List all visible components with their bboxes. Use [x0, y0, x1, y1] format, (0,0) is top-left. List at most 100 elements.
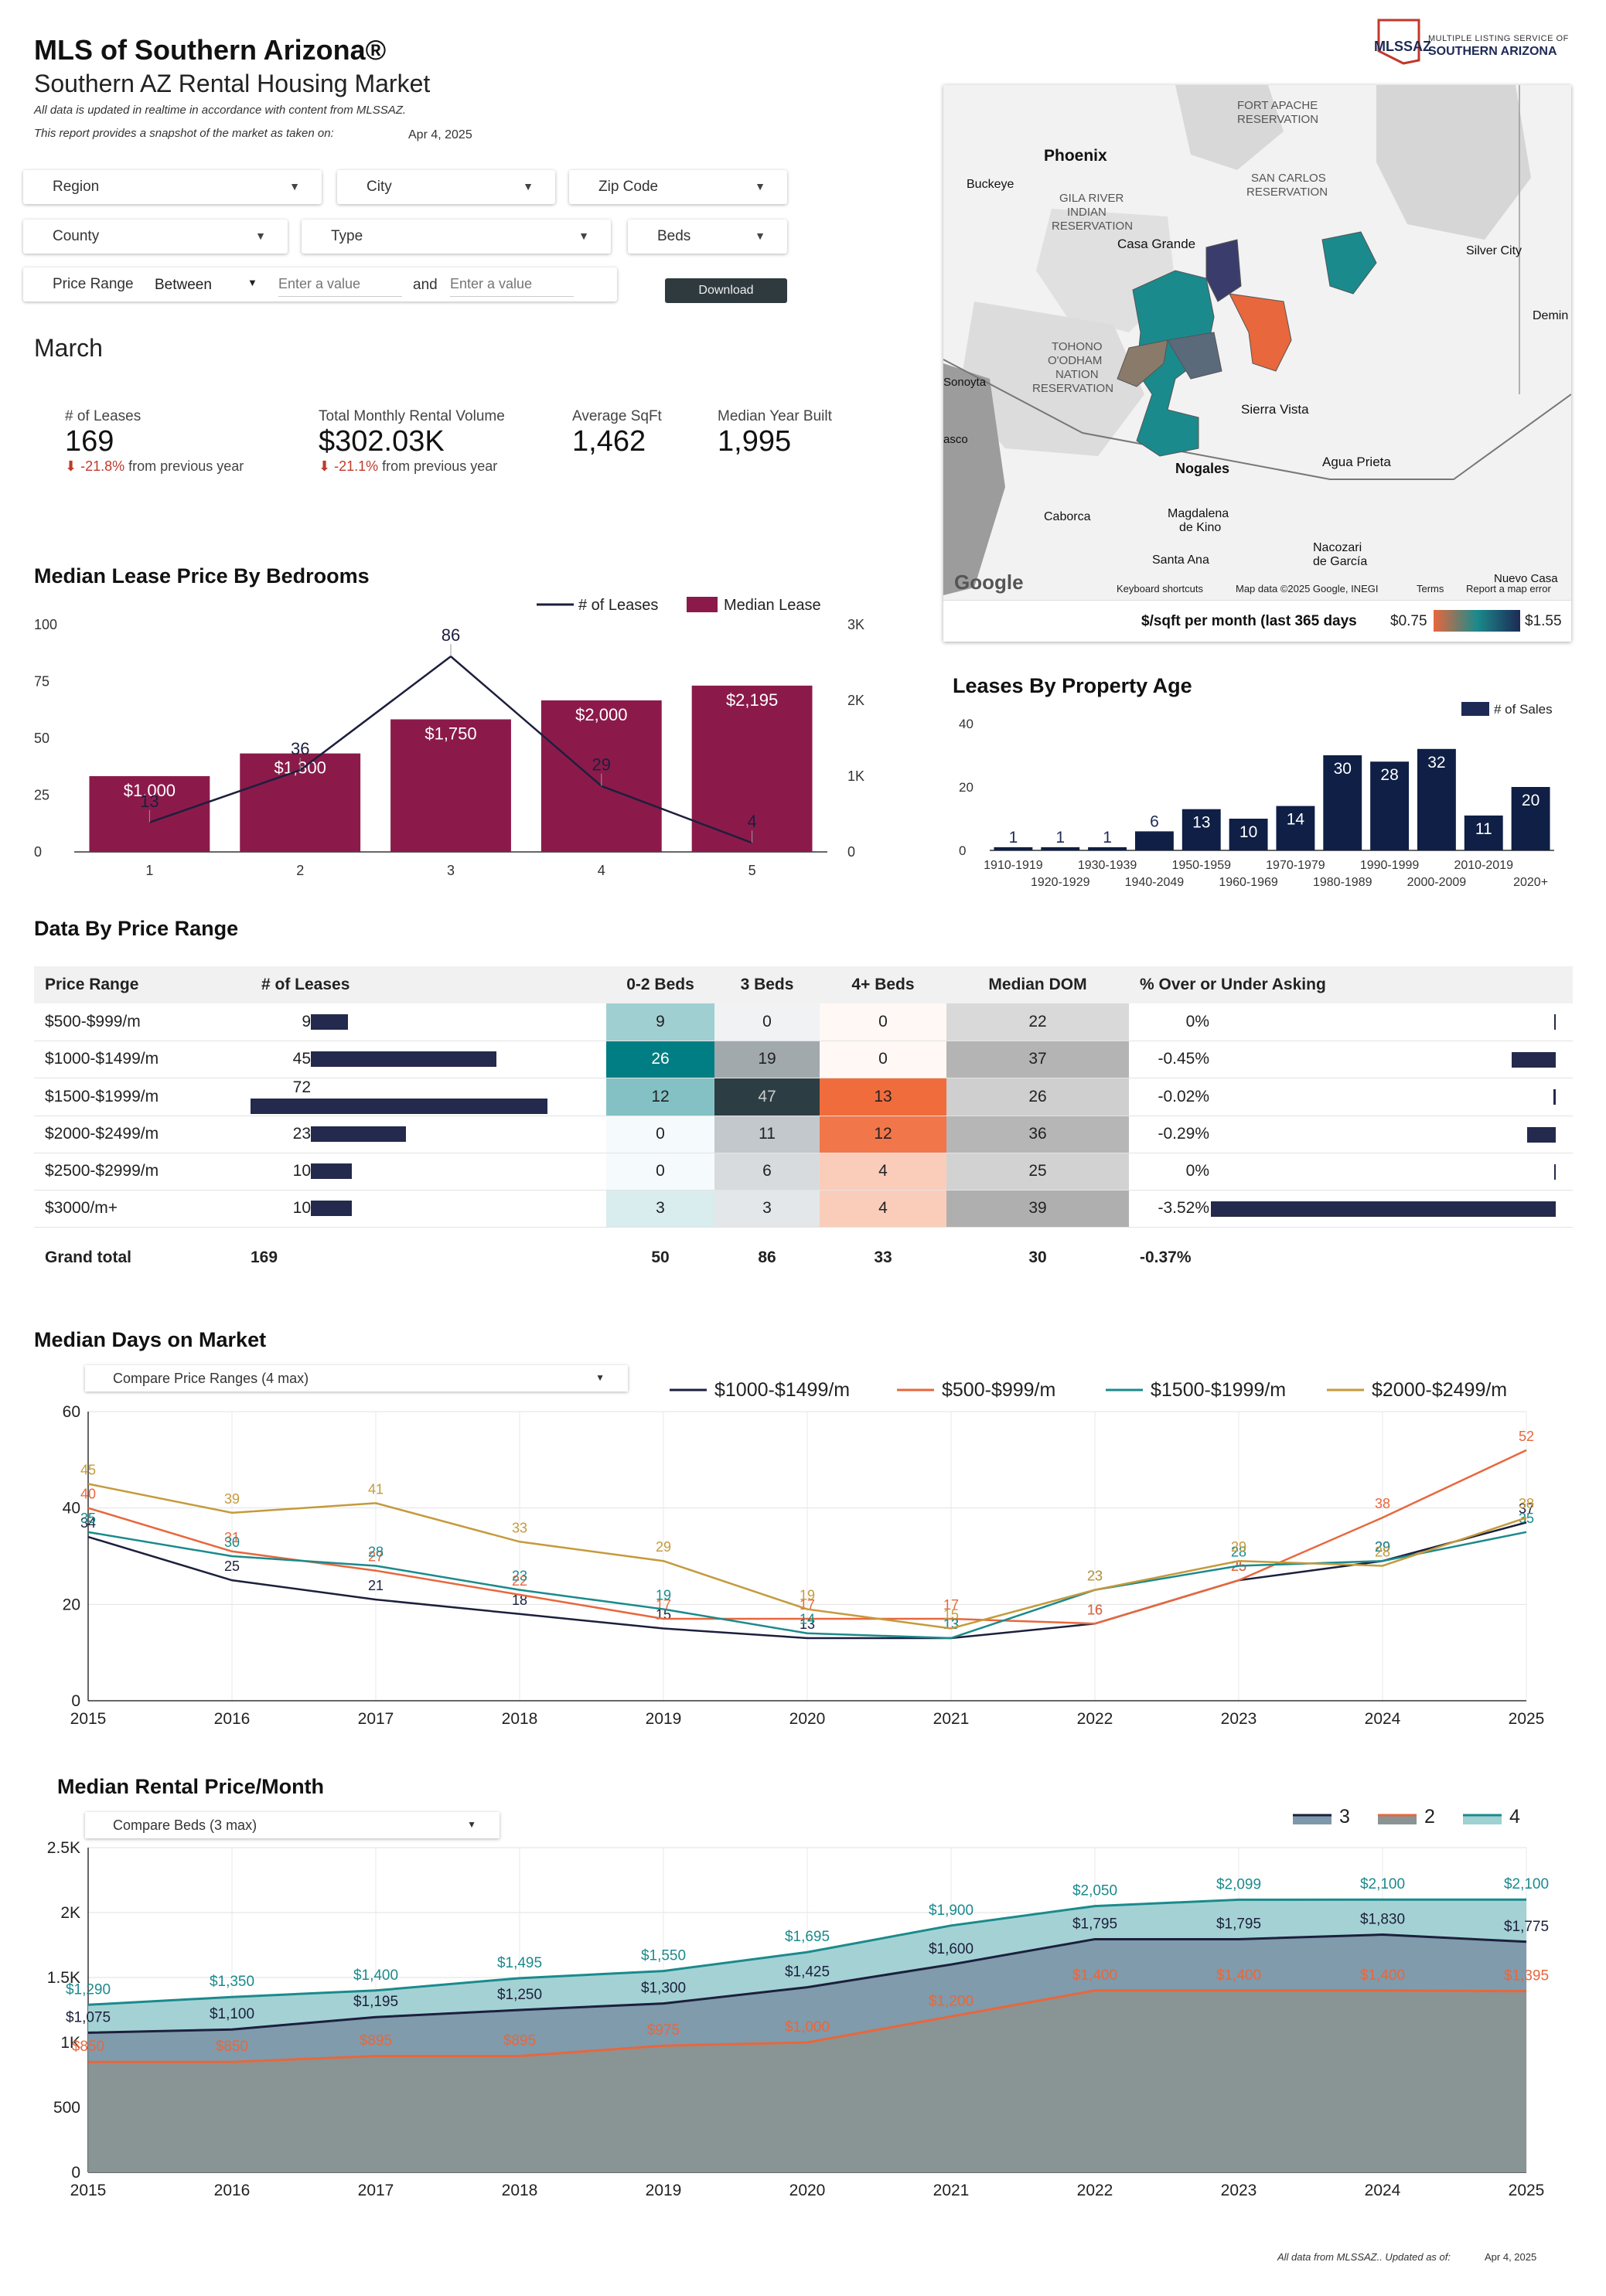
- compare-price-ranges-dropdown[interactable]: Compare Price Ranges (4 max) ▼: [85, 1365, 628, 1392]
- point-label: 23: [512, 1569, 527, 1584]
- cell-total-pct: -0.37%: [1140, 1248, 1192, 1267]
- cell-leases-value: 10: [292, 1162, 311, 1180]
- cell-total-beds-0-2: 50: [651, 1248, 670, 1267]
- col-beds-0-2[interactable]: 0-2 Beds: [606, 966, 714, 1003]
- min-price-input[interactable]: [278, 272, 402, 297]
- col-price-range[interactable]: Price Range: [34, 966, 251, 1003]
- point-label: 16: [1087, 1602, 1103, 1617]
- kpi-sqft-value: 1,462: [572, 425, 646, 458]
- point-label: 29: [656, 1539, 671, 1555]
- point-label: 29: [1375, 1539, 1390, 1555]
- point-label: 21: [368, 1578, 384, 1593]
- download-button[interactable]: Download: [665, 278, 787, 303]
- cell-leases: 23: [251, 1116, 606, 1153]
- point-label: 25: [224, 1558, 240, 1574]
- y-tick: 1K: [60, 2034, 80, 2052]
- chevron-down-icon: ▼: [595, 1372, 605, 1383]
- cell-pct-asking: 0%: [1129, 1003, 1573, 1041]
- bar-sales: [1370, 761, 1410, 850]
- cell-pct-value: 0%: [1185, 1012, 1209, 1030]
- map-label: Silver City: [1466, 244, 1522, 257]
- compare-beds-dropdown[interactable]: Compare Beds (3 max) ▼: [85, 1812, 500, 1838]
- point-label: 19: [800, 1588, 815, 1603]
- beds-filter-label: Beds: [657, 228, 691, 244]
- point-label: $2,100: [1504, 1876, 1549, 1892]
- point-label: $1,195: [353, 1994, 398, 2010]
- bar-label-median-lease: $1,750: [425, 724, 476, 744]
- col-beds-3[interactable]: 3 Beds: [714, 966, 820, 1003]
- property-age-title: Leases By Property Age: [953, 674, 1192, 697]
- max-price-input[interactable]: [450, 272, 574, 297]
- cell-price-range: $1500-$1999/m: [34, 1078, 251, 1116]
- point-label: 33: [512, 1520, 527, 1535]
- x-tick: 2020: [789, 1710, 826, 1728]
- x-tick: 2019: [646, 1710, 682, 1728]
- kpi-volume: Total Monthly Rental Volume $302.03K ⬇ -…: [319, 408, 505, 475]
- map-label: O'ODHAM: [1048, 354, 1103, 367]
- keyboard-shortcuts-link[interactable]: Keyboard shortcuts: [1117, 583, 1204, 594]
- x-tick: 2016: [214, 1710, 251, 1728]
- col-beds-4plus[interactable]: 4+ Beds: [820, 966, 946, 1003]
- col-leases[interactable]: # of Leases: [251, 966, 606, 1003]
- city-filter[interactable]: City ▼: [337, 170, 555, 204]
- kpi-sqft-label: Average SqFt: [572, 408, 662, 424]
- x-tick: 2016: [214, 2182, 251, 2199]
- cell-beds-4plus: 0: [820, 1041, 946, 1078]
- bar-label-sales: 32: [1427, 754, 1445, 772]
- map-label: Nacozari: [1313, 541, 1362, 554]
- point-label: 22: [512, 1573, 527, 1589]
- region-filter[interactable]: Region ▼: [23, 170, 322, 204]
- report-map-error-link[interactable]: Report a map error: [1466, 583, 1551, 594]
- county-filter[interactable]: County ▼: [23, 220, 288, 254]
- chevron-down-icon: ▼: [755, 230, 765, 242]
- point-label: $1,695: [785, 1929, 830, 1945]
- x-tick: 2025: [1509, 1710, 1545, 1728]
- pct-bar: [1512, 1051, 1556, 1068]
- kpi-leases-change: ⬇ -21.8% from previous year: [65, 458, 244, 475]
- x-tick: 2023: [1221, 2182, 1257, 2199]
- point-label: $1,550: [641, 1948, 686, 1964]
- type-filter[interactable]: Type ▼: [302, 220, 611, 254]
- map-label: Buckeye: [967, 178, 1014, 191]
- price-mode-select[interactable]: Between: [155, 277, 212, 293]
- terms-link[interactable]: Terms: [1417, 583, 1444, 594]
- point-label: 17: [943, 1597, 959, 1613]
- y-tick: 0: [71, 2164, 80, 2182]
- map-legend: $/sqft per month (last 365 days $0.75 $1…: [943, 600, 1571, 642]
- x-tick: 1990-1999: [1360, 859, 1420, 872]
- map-label: Agua Prieta: [1322, 455, 1391, 469]
- cell-median-dom: 36: [946, 1116, 1129, 1153]
- median-lease-title: Median Lease Price By Bedrooms: [34, 564, 370, 588]
- cell-beds-3: 11: [714, 1116, 820, 1153]
- cell-leases-value: 10: [292, 1199, 311, 1217]
- kpi-sqft: Average SqFt 1,462: [572, 408, 662, 458]
- cell-price-range: $3000/m+: [34, 1190, 251, 1228]
- chevron-down-icon: ▼: [247, 277, 257, 288]
- legend-label: $500-$999/m: [942, 1379, 1055, 1401]
- legend-label-leases: # of Leases: [578, 597, 658, 614]
- point-label: 27: [368, 1549, 384, 1565]
- cell-leases-value: 45: [292, 1050, 311, 1068]
- bar-label-sales: 30: [1334, 760, 1352, 778]
- point-label: 23: [1087, 1569, 1103, 1584]
- beds-filter[interactable]: Beds ▼: [628, 220, 787, 254]
- point-label: 28: [368, 1544, 384, 1559]
- median-lease-chart: # of Leases Median Lease 10075502503K2K1…: [34, 597, 864, 878]
- zip-filter[interactable]: Zip Code ▼: [569, 170, 787, 204]
- col-median-dom[interactable]: Median DOM: [946, 966, 1129, 1003]
- series-line: [88, 1989, 1527, 2063]
- point-label: 38: [1375, 1496, 1390, 1511]
- point-label: $1,400: [1360, 1967, 1405, 1984]
- bar-sales: [1229, 819, 1268, 850]
- y-tick: 0: [959, 843, 966, 858]
- legend-label-sales: # of Sales: [1494, 702, 1553, 717]
- reservation-area: [959, 301, 1144, 456]
- cell-leases: 9: [251, 1003, 606, 1041]
- y-tick: 500: [53, 2099, 80, 2117]
- rental-price-map[interactable]: Phoenix Buckeye GILA RIVER INDIAN RESERV…: [943, 85, 1571, 642]
- bar-sales: [1088, 847, 1127, 850]
- point-label: $975: [647, 2022, 680, 2039]
- y-right-tick: 2K: [847, 693, 864, 708]
- bar-label-sales: 11: [1475, 820, 1492, 838]
- col-pct-asking[interactable]: % Over or Under Asking: [1129, 966, 1573, 1003]
